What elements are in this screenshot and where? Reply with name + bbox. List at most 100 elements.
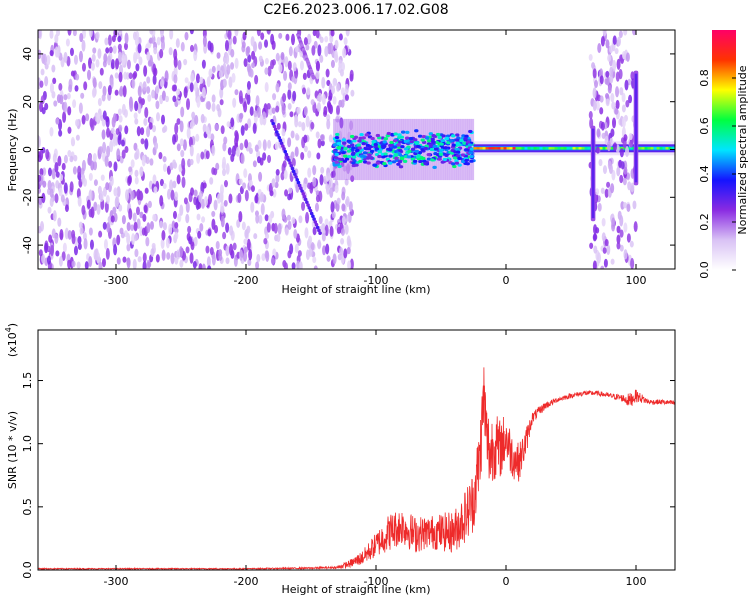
spectrogram-cell [345, 30, 350, 37]
spectrogram-cell [615, 71, 620, 82]
spectrogram-cell [386, 131, 392, 136]
spectrogram-cell [603, 258, 608, 268]
spectrogram-cell [267, 65, 272, 77]
spectrogram-cell [129, 100, 134, 112]
spectrogram-cell [315, 70, 320, 80]
spectrogram-cell [361, 136, 366, 140]
spectrogram-cell [80, 92, 85, 99]
spectrogram-cell [626, 233, 631, 243]
spectrogram-cell [343, 146, 348, 151]
spectrogram-cell [174, 221, 179, 229]
spectrogram-cell [400, 145, 405, 149]
spectrogram-cell [130, 190, 135, 201]
spectrogram-cell [180, 41, 185, 52]
spectrogram-cell [207, 228, 212, 237]
spectrogram-cell [342, 159, 348, 163]
spectrogram-cell [412, 159, 418, 163]
spectrogram-cell [317, 228, 321, 233]
spectrogram-cell [334, 152, 339, 157]
spectrogram-cell [201, 216, 206, 223]
snr-scale-exponent: 4 [4, 327, 13, 332]
spectrogram-cell [619, 244, 624, 252]
spectrogram-cell [238, 210, 243, 223]
spectrogram-cell [469, 154, 474, 159]
spectrogram-cell [668, 147, 672, 150]
spectrogram-cell [151, 242, 156, 249]
spectrogram-cell [346, 149, 352, 153]
spectrogram-cell [105, 47, 110, 54]
spectrogram-cell [354, 163, 359, 167]
spectrogram-cell [340, 61, 345, 72]
spectrogram-cell [104, 155, 109, 167]
spectrogram-cell [202, 182, 207, 189]
spectrogram-cell [242, 182, 247, 190]
spectrogram-cell [337, 157, 342, 161]
spectrogram-cell [606, 140, 611, 152]
spectrogram-cell [397, 133, 402, 137]
spectrogram-cell [279, 141, 284, 146]
spectrogram-cell [219, 184, 224, 196]
spectrogram-cell [609, 74, 614, 84]
spectrogram-cell [211, 210, 216, 218]
spectrogram-cell [60, 194, 65, 203]
spectrogram-cell [64, 204, 69, 212]
spectrogram-cell [239, 249, 244, 261]
spectrogram-cell [201, 86, 206, 99]
spectrogram-cell [174, 122, 179, 135]
spectrogram-cell [234, 89, 239, 96]
spectrogram-cell [38, 225, 42, 234]
spectrogram-cell [394, 153, 399, 157]
spectrogram-cell [346, 235, 351, 247]
spectrogram-cell [347, 131, 352, 141]
spectrogram-cell [147, 94, 152, 102]
spectrogram-cell [591, 62, 596, 69]
spectrogram-cell [287, 89, 292, 100]
spectrogram-cell [72, 99, 77, 108]
spectrogram-cell [414, 118, 417, 181]
snr-panel: -300 -200 -100 0 100 0.0 0.5 1.0 1.5 Height of … [4, 323, 676, 596]
spectrogram-cell [226, 121, 231, 128]
spectrogram-cell [39, 168, 44, 176]
spectrogram-cell [530, 147, 534, 150]
spectrogram-cell [159, 48, 164, 59]
spectrogram-cell [330, 30, 335, 37]
spectrogram-cell [599, 147, 603, 150]
spectrogram-cell [255, 261, 260, 269]
spectrogram-cell [451, 134, 456, 138]
spectrogram-cell [232, 242, 237, 251]
spectrogram-cell [198, 263, 203, 269]
spectrogram-cell [356, 143, 361, 147]
spectrogram-cell [135, 190, 140, 198]
spectrogram-cell [619, 174, 624, 184]
spectrogram-cell [426, 157, 432, 161]
spectrogram-cell [91, 53, 96, 62]
spectrogram-cell [193, 49, 198, 62]
spectrogram-cell [161, 249, 166, 261]
spectrogram-cell [123, 42, 128, 51]
spectrogram-cell [256, 253, 261, 263]
spectrogram-cell [334, 184, 339, 194]
spectrogram-cell [296, 180, 301, 185]
spectrogram-cell [629, 240, 634, 248]
spectrogram-cell [190, 241, 195, 251]
spectrogram-cell [54, 46, 59, 58]
spectrogram-cell [398, 140, 403, 144]
spectrogram-cell [172, 134, 177, 145]
spectrogram-cell [252, 122, 257, 134]
figure-title: C2E6.2023.006.17.02.G08 [263, 2, 448, 18]
spectrogram-cell [332, 143, 338, 147]
spectrogram-cell [597, 202, 602, 212]
spectrogram-cell [58, 83, 63, 91]
spectrogram-cell [162, 222, 167, 231]
spectrogram-cell [261, 253, 266, 261]
spectrogram-cell [153, 67, 158, 77]
spectrogram-cell [250, 185, 255, 192]
spectrogram-cell [205, 101, 210, 110]
spectrogram-cell [297, 250, 302, 257]
spectrogram-cell [602, 30, 607, 37]
spectrogram-cell [627, 78, 632, 86]
spectrogram-cell [243, 238, 248, 245]
spectrogram-cell [96, 204, 101, 215]
snr-y-label: SNR (10 * v/v) [6, 411, 19, 489]
spectrogram-cell [210, 133, 215, 142]
